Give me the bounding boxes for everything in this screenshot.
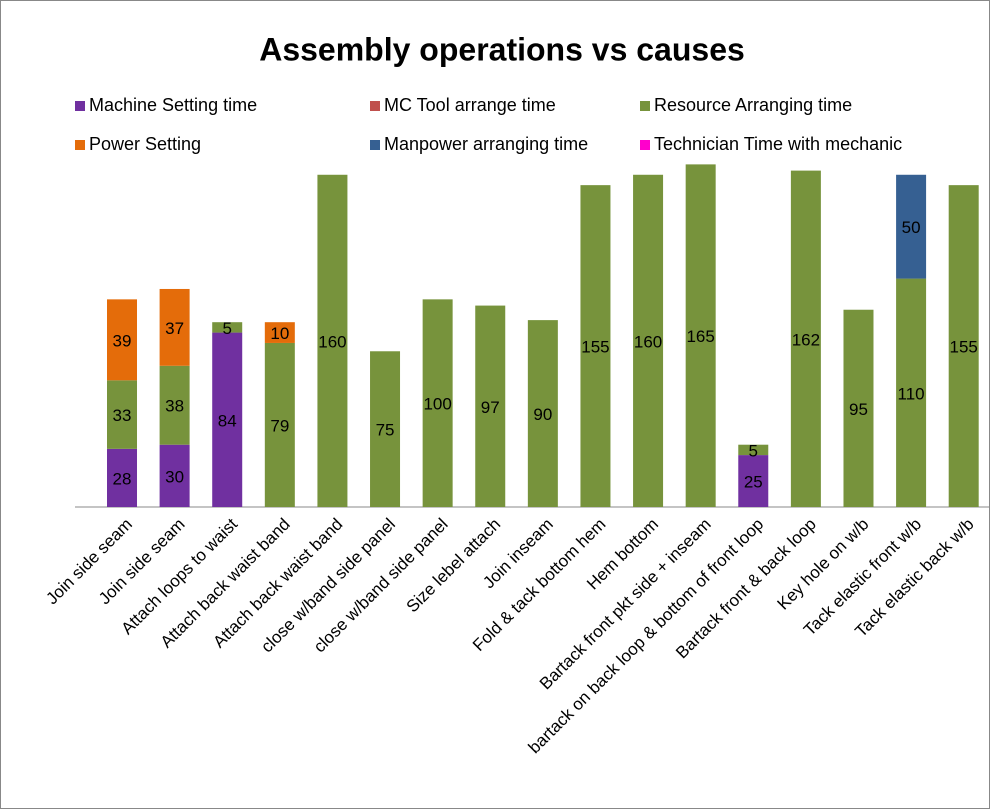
- data-label: 155: [950, 338, 978, 357]
- legend-label: Machine Setting time: [89, 95, 257, 115]
- legend-swatch: [640, 101, 650, 111]
- data-label: 25: [744, 473, 763, 492]
- bar-segment: [738, 444, 769, 456]
- legend-label: Technician Time with mechanic: [654, 134, 902, 154]
- data-label: 160: [318, 332, 346, 351]
- legend-label: Manpower arranging time: [384, 134, 588, 154]
- data-label: 10: [270, 324, 289, 343]
- legend-swatch: [370, 101, 380, 111]
- data-label: 165: [686, 327, 714, 346]
- bar-segment: [212, 332, 243, 507]
- data-label: 90: [533, 405, 552, 424]
- bar-segment: [264, 322, 295, 343]
- data-label: 5: [749, 441, 758, 460]
- bar-segment: [843, 309, 874, 507]
- legend-swatch: [370, 140, 380, 150]
- data-label: 162: [792, 330, 820, 349]
- bar-segment: [475, 305, 506, 507]
- bar-segment: [264, 342, 295, 507]
- bar-segment: [159, 365, 190, 445]
- bar-segment: [422, 299, 453, 507]
- legend-label: MC Tool arrange time: [384, 95, 556, 115]
- data-label: 100: [423, 395, 451, 414]
- data-label: 37: [165, 319, 184, 338]
- data-label: 155: [581, 338, 609, 357]
- bar-segment: [370, 351, 401, 507]
- bar-segment: [896, 278, 927, 507]
- legend-swatch: [75, 140, 85, 150]
- legend-swatch: [640, 140, 650, 150]
- data-label: 160: [634, 332, 662, 351]
- bar-segment: [633, 174, 664, 507]
- bar-segment: [107, 448, 138, 507]
- data-label: 30: [165, 467, 184, 486]
- data-label: 97: [481, 398, 500, 417]
- chart-title: Assembly operations vs causes: [259, 31, 745, 67]
- bar-segment: [527, 320, 558, 507]
- data-label: 38: [165, 397, 184, 416]
- data-label: 79: [270, 416, 289, 435]
- legend-label: Power Setting: [89, 134, 201, 154]
- bar-segment: [212, 322, 243, 333]
- data-label: 75: [376, 421, 395, 440]
- data-label: 33: [113, 406, 132, 425]
- bar-segment: [317, 174, 348, 507]
- data-label: 50: [902, 218, 921, 237]
- bar-segment: [948, 185, 979, 507]
- data-label: 28: [113, 469, 132, 488]
- bar-segment: [159, 444, 190, 507]
- bar-segment: [107, 380, 138, 449]
- legend-label: Resource Arranging time: [654, 95, 852, 115]
- bar-segment: [738, 455, 769, 507]
- legend-swatch: [75, 101, 85, 111]
- bar-segment: [580, 185, 611, 507]
- data-label: 110: [898, 384, 925, 403]
- data-label: 84: [218, 411, 237, 430]
- bar-segment: [896, 174, 927, 279]
- bar-segment: [107, 299, 138, 381]
- bar-segment: [685, 164, 716, 507]
- bar-segment: [159, 288, 190, 366]
- data-label: 95: [849, 400, 868, 419]
- data-label: 5: [222, 319, 231, 338]
- bar-segment: [790, 170, 821, 508]
- data-label: 39: [113, 331, 132, 350]
